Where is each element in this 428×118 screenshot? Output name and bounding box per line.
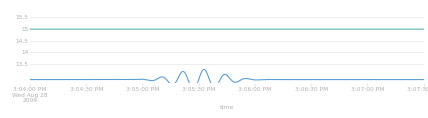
X-axis label: time: time (220, 105, 234, 110)
